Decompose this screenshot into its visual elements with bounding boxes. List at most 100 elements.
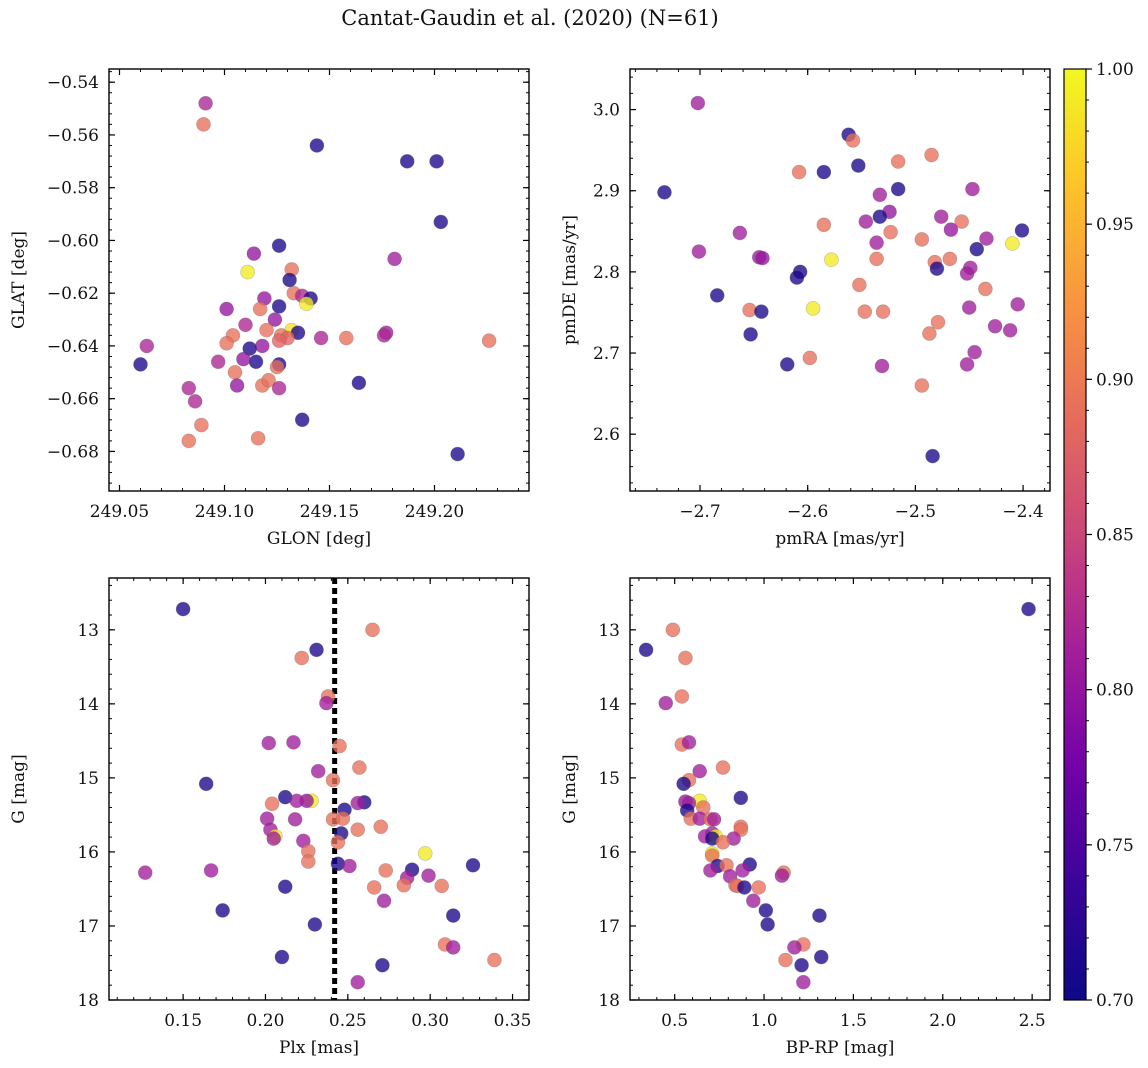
scatter-point bbox=[794, 957, 809, 973]
scatter-point bbox=[309, 642, 324, 658]
scatter-point bbox=[387, 251, 402, 267]
y-tick-label: 17 bbox=[77, 917, 99, 937]
y-tick-label: 15 bbox=[77, 769, 99, 789]
scatter-point bbox=[338, 330, 354, 346]
scatter-point bbox=[890, 154, 906, 169]
scatter-point bbox=[875, 304, 891, 319]
scatter-point bbox=[816, 217, 832, 233]
scatter-point bbox=[1010, 297, 1025, 312]
scatter-point bbox=[852, 277, 867, 293]
scatter-point bbox=[943, 222, 959, 237]
scatter-point bbox=[638, 642, 654, 658]
axes-frame bbox=[108, 68, 530, 492]
x-tick-label: 249.10 bbox=[195, 502, 254, 522]
y-tick-label: −0.68 bbox=[47, 442, 99, 462]
scatter-point bbox=[350, 974, 366, 990]
scatter-point bbox=[227, 365, 243, 380]
x-axis-label: Plx [mas] bbox=[279, 1038, 359, 1058]
scatter-point bbox=[487, 952, 502, 968]
scatter-point bbox=[271, 238, 287, 254]
scatter-point bbox=[198, 776, 214, 792]
scatter-point bbox=[429, 154, 444, 169]
scatter-point bbox=[774, 868, 790, 883]
scatter-point bbox=[342, 858, 357, 874]
y-tick-label: −0.66 bbox=[47, 390, 99, 410]
scatter-point bbox=[922, 326, 937, 341]
scatter-point bbox=[874, 358, 890, 374]
scatter-point bbox=[294, 412, 310, 428]
x-tick-label: 2.5 bbox=[1019, 1011, 1046, 1031]
scatter-point bbox=[210, 354, 226, 370]
scatter-point bbox=[715, 835, 731, 850]
x-tick-label: 1.0 bbox=[751, 1011, 778, 1031]
scatter-point bbox=[1002, 323, 1018, 338]
scatter-point bbox=[242, 341, 257, 356]
scatter-point bbox=[869, 251, 884, 267]
y-tick-label: 2.9 bbox=[593, 182, 620, 202]
scatter-point bbox=[481, 333, 497, 348]
colorbar-gradient bbox=[1063, 68, 1087, 1001]
scatter-point bbox=[676, 776, 691, 792]
scatter-point bbox=[181, 380, 197, 396]
scatter-point bbox=[658, 695, 674, 711]
scatter-point bbox=[240, 264, 255, 280]
scatter-point bbox=[796, 974, 811, 990]
scatter-point bbox=[925, 448, 940, 464]
scatter-point bbox=[445, 940, 461, 955]
scatter-point bbox=[266, 831, 282, 846]
x-tick-label: 249.15 bbox=[300, 502, 359, 522]
scatter-point bbox=[755, 250, 770, 266]
scatter-point bbox=[133, 357, 148, 372]
scatter-point bbox=[715, 760, 731, 775]
axes-frame bbox=[108, 577, 530, 1001]
x-tick-label: 2.0 bbox=[929, 1011, 956, 1031]
colorbar-tick-label: 0.90 bbox=[1096, 370, 1134, 390]
x-axis-label: pmRA [mas/yr] bbox=[775, 529, 904, 549]
axes-frame bbox=[629, 577, 1051, 1001]
scatter-point bbox=[857, 304, 873, 319]
scatter-point bbox=[219, 335, 234, 351]
scatter-point bbox=[851, 158, 866, 173]
scatter-point bbox=[465, 857, 481, 873]
scatter-point bbox=[691, 244, 707, 259]
colorbar-tick-label: 0.95 bbox=[1096, 215, 1134, 235]
y-tick-label: 14 bbox=[77, 695, 99, 715]
y-tick-label: 16 bbox=[77, 843, 99, 863]
x-axis-label: BP-RP [mag] bbox=[786, 1038, 895, 1058]
scatter-panel-pmra-pmde: −2.7 −2.6 −2.5 −2.4 2.6 2.7 2.8 2.9 3.0 pmRA [mas… bbox=[560, 68, 1051, 549]
scatter-point bbox=[250, 430, 266, 446]
scatter-panel-glon-glat: 249.05 249.10 249.15 249.20 −0.54 −0.56 −0.58 −… bbox=[9, 68, 530, 549]
scatter-point bbox=[376, 328, 392, 343]
scatter-point bbox=[802, 350, 818, 366]
scatter-point bbox=[289, 793, 305, 809]
scatter-point bbox=[754, 304, 769, 319]
scatter-point bbox=[310, 763, 326, 779]
figure-title: Cantat-Gaudin et al. (2020) (N=61) bbox=[341, 6, 719, 30]
scatter-point bbox=[812, 908, 827, 923]
y-tick-label: 2.8 bbox=[593, 263, 620, 283]
scatter-point bbox=[858, 214, 874, 229]
scatter-point bbox=[365, 622, 380, 638]
scatter-point bbox=[914, 378, 930, 393]
y-tick-label: 13 bbox=[77, 621, 99, 641]
scatter-point bbox=[274, 949, 290, 965]
x-axis-label: GLON [deg] bbox=[267, 529, 371, 549]
scatter-point bbox=[914, 232, 930, 247]
scatter-point bbox=[325, 812, 341, 827]
scatter-point bbox=[929, 261, 945, 276]
scatter-point bbox=[248, 354, 264, 370]
scatter-point bbox=[779, 357, 795, 372]
scatter-point bbox=[789, 270, 805, 285]
scatter-point bbox=[959, 357, 975, 372]
scatter-point bbox=[187, 394, 203, 409]
y-tick-label: 15 bbox=[598, 769, 620, 789]
scatter-point bbox=[299, 296, 314, 312]
scatter-point bbox=[735, 863, 750, 878]
scatter-point bbox=[137, 865, 153, 880]
y-tick-label: −0.60 bbox=[47, 231, 99, 251]
scatter-point bbox=[791, 164, 807, 180]
scatter-point bbox=[300, 854, 316, 869]
x-tick-label: 0.25 bbox=[329, 1011, 367, 1031]
scatter-panel-bprp-g: 0.5 1.0 1.5 2.0 2.5 13 14 15 16 17 18 BP-RP [mag] G … bbox=[560, 577, 1051, 1058]
scatter-point bbox=[961, 300, 977, 315]
